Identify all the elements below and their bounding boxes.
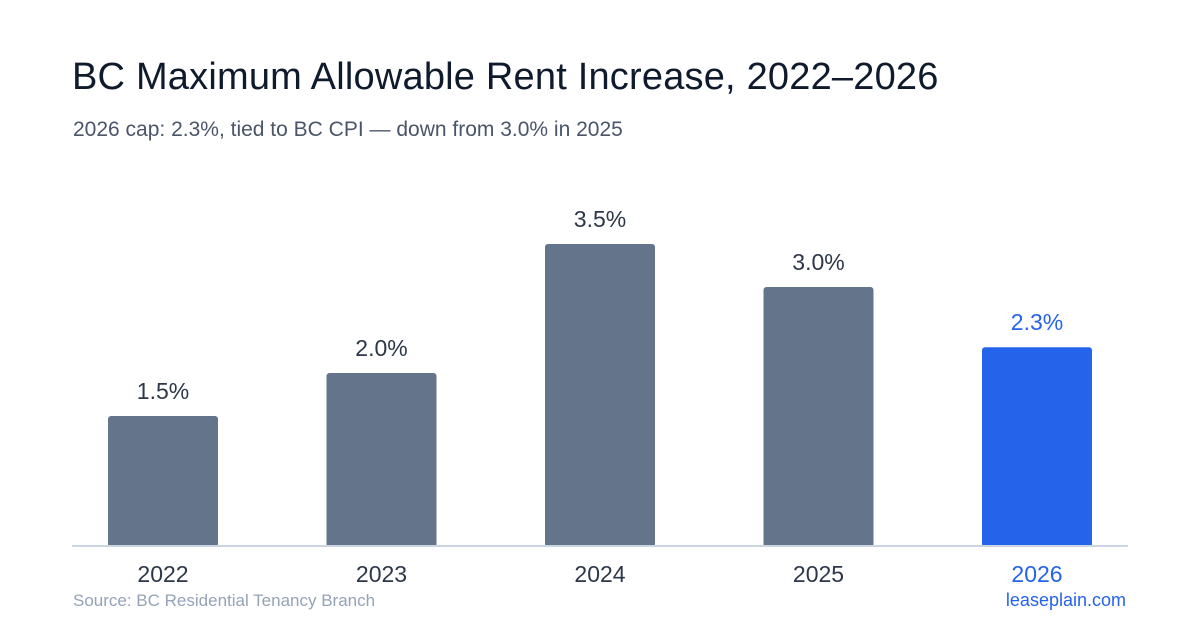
bar-2023	[326, 373, 437, 547]
source-note: Source: BC Residential Tenancy Branch	[73, 591, 376, 610]
x-tick-label-2022: 2022	[137, 561, 188, 587]
x-tick-label-2026: 2026	[1011, 561, 1062, 587]
bar-2026	[982, 347, 1092, 547]
data-label-2024: 3.5%	[574, 206, 626, 232]
bar-2025	[763, 287, 874, 547]
bar-2022	[108, 416, 218, 547]
brand-link[interactable]: leaseplain.com	[1005, 590, 1126, 610]
data-label-2026: 2.3%	[1011, 309, 1063, 335]
bar-2024	[545, 244, 655, 547]
x-tick-label-2025: 2025	[793, 561, 844, 587]
x-tick-label-2024: 2024	[574, 561, 625, 587]
data-label-2025: 3.0%	[792, 249, 844, 275]
chart-title: BC Maximum Allowable Rent Increase, 2022…	[72, 56, 939, 98]
chart-subtitle: 2026 cap: 2.3%, tied to BC CPI — down fr…	[73, 118, 623, 141]
data-label-2022: 1.5%	[137, 378, 189, 404]
data-label-2023: 2.0%	[355, 335, 407, 361]
x-tick-label-2023: 2023	[356, 561, 407, 587]
